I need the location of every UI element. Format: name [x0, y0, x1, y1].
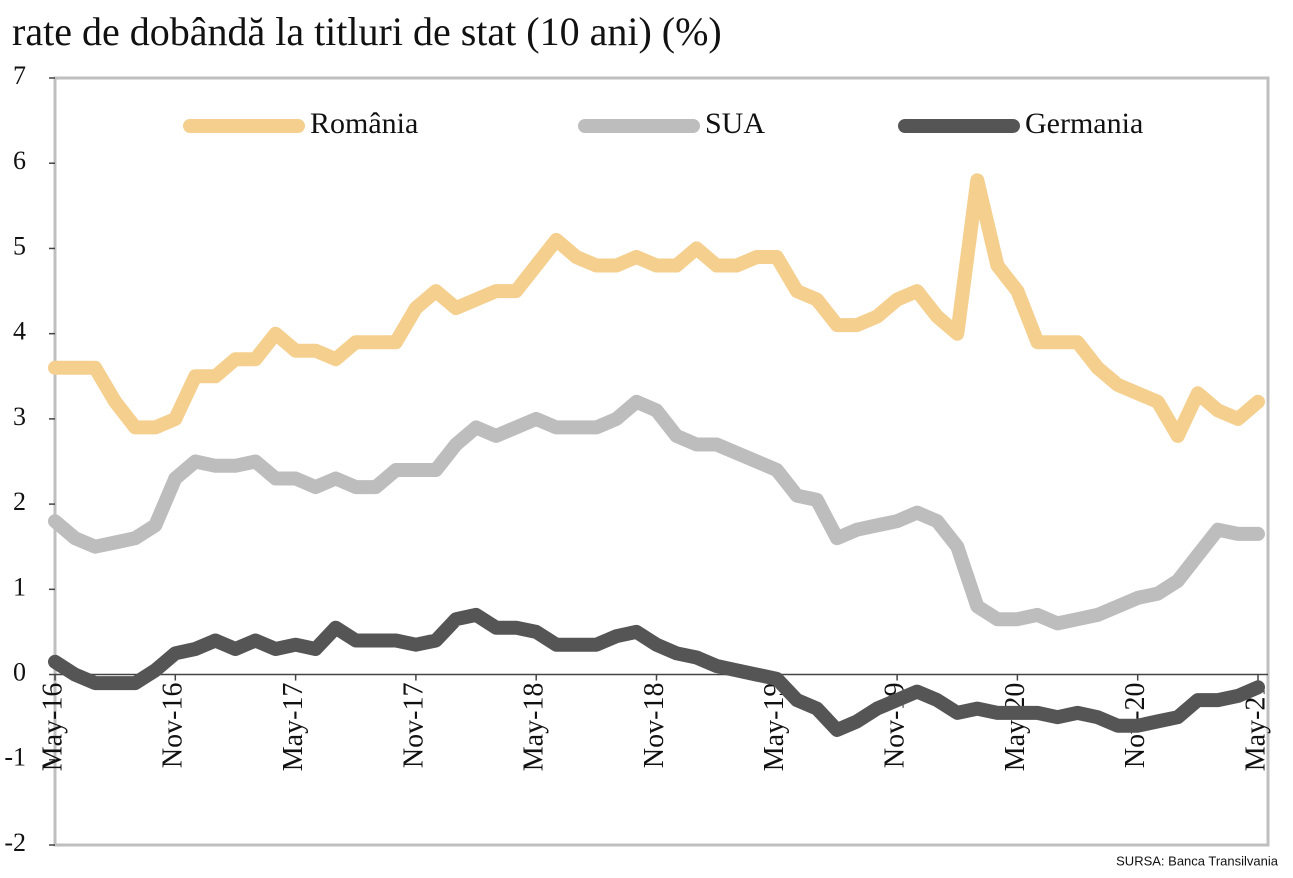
- x-tick-label: Nov-18: [639, 683, 670, 769]
- y-tick-label: -1: [4, 743, 26, 772]
- legend-label: SUA: [705, 107, 765, 140]
- series-line: [48, 394, 1265, 631]
- legend-label: România: [310, 107, 418, 140]
- y-tick-label: 4: [13, 317, 26, 346]
- chart-title: rate de dobândă la titluri de stat (10 a…: [12, 9, 722, 54]
- y-tick-label: 0: [13, 658, 26, 687]
- y-tick-label: 1: [13, 572, 26, 601]
- y-tick-label: 5: [13, 231, 26, 260]
- y-tick-label: 3: [13, 402, 26, 431]
- y-tick-label: 2: [13, 487, 26, 516]
- series-line: [48, 173, 1265, 443]
- series-line: [48, 607, 1265, 737]
- x-tick-label: Nov-16: [158, 683, 189, 769]
- source-note: SURSA: Banca Transilvania: [1116, 853, 1279, 868]
- x-tick-label: May-16: [37, 683, 68, 772]
- plot-frame: [53, 76, 1270, 847]
- y-tick-label: -2: [4, 828, 26, 857]
- x-tick-label: May-20: [1000, 683, 1031, 772]
- x-tick-label: Nov-17: [398, 683, 429, 769]
- y-tick-label: 7: [13, 61, 26, 90]
- legend-label: Germania: [1025, 107, 1143, 140]
- x-tick-label: May-18: [519, 683, 550, 772]
- x-tick-label: May-17: [278, 683, 309, 772]
- y-tick-label: 6: [13, 146, 26, 175]
